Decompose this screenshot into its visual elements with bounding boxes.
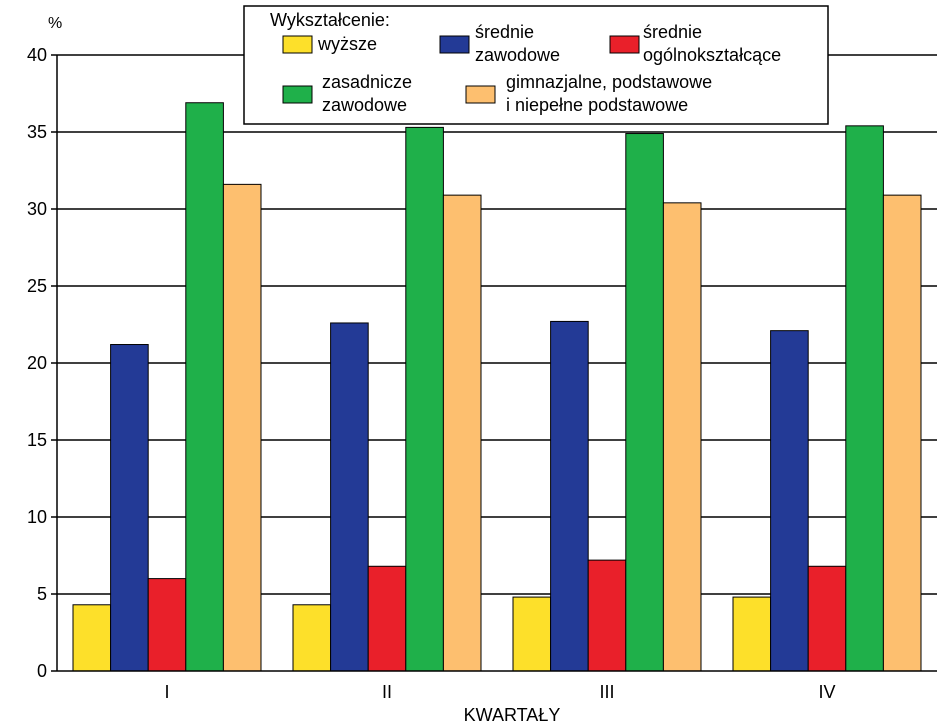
legend-label-line: średnie: [475, 22, 534, 42]
legend-label-line: zasadnicze: [322, 72, 412, 92]
legend-label: średnie zawodowe: [475, 22, 560, 65]
y-tick-label: 10: [27, 507, 47, 527]
x-tick-label: IV: [818, 682, 835, 702]
bar: [147, 578, 187, 672]
bar: [222, 183, 262, 672]
bar: [292, 604, 332, 672]
legend-label: wyższe: [317, 34, 377, 54]
legend-label: gimnazjalne, podstawowe i niepełne podsta…: [506, 72, 712, 115]
x-tick-label: II: [382, 682, 392, 702]
bar: [367, 565, 407, 672]
bar: [185, 102, 224, 672]
y-tick-label: 5: [37, 584, 47, 604]
bar: [405, 126, 444, 672]
bar: [587, 559, 627, 672]
y-tick-label: 35: [27, 122, 47, 142]
bar: [512, 596, 552, 672]
y-tick-label: 20: [27, 353, 47, 373]
bars: [72, 102, 922, 672]
legend-label-line: zawodowe: [322, 95, 407, 115]
y-tick-label: 25: [27, 276, 47, 296]
y-tick-labels: 0 5 10 15 20 25 30 35 40: [27, 45, 47, 681]
bar: [72, 604, 112, 672]
bar: [807, 565, 847, 672]
bar: [882, 194, 922, 672]
legend-swatch: [609, 35, 640, 54]
y-tick-label: 0: [37, 661, 47, 681]
legend-label: średnie ogólnokształcące: [643, 22, 781, 65]
x-tick-labels: I II III IV: [164, 682, 835, 702]
legend-swatch: [465, 85, 496, 104]
bar: [550, 320, 589, 672]
bar: [110, 344, 149, 672]
legend-label-line: zawodowe: [475, 45, 560, 65]
legend-box: [243, 5, 829, 125]
y-unit-label: %: [48, 15, 62, 32]
y-tick-label: 15: [27, 430, 47, 450]
bar: [845, 125, 884, 672]
x-tick-label: III: [599, 682, 614, 702]
y-tick-label: 40: [27, 45, 47, 65]
bar: [330, 322, 369, 672]
y-tick-label: 30: [27, 199, 47, 219]
legend-label-line: gimnazjalne, podstawowe: [506, 72, 712, 92]
legend-label-line: średnie: [643, 22, 702, 42]
bar: [442, 194, 482, 672]
bar: [770, 330, 809, 672]
bar: [732, 596, 772, 672]
bar: [625, 133, 664, 672]
legend-swatch: [282, 35, 313, 54]
legend-title: Wykształcenie:: [270, 10, 390, 30]
legend-swatch: [282, 85, 313, 104]
axes: [56, 55, 937, 672]
legend-swatch: [439, 35, 470, 54]
x-tick-label: I: [164, 682, 169, 702]
legend-label-line: i niepełne podstawowe: [506, 95, 688, 115]
legend-items: wyższe średnie zawodowe średnie ogólnokształ…: [282, 22, 781, 115]
x-axis-title: KWARTAŁY: [464, 705, 561, 725]
bar: [662, 202, 702, 672]
legend-label: zasadnicze zawodowe: [322, 72, 412, 115]
legend-label-line: wyższe: [317, 34, 377, 54]
legend-label-line: ogólnokształcące: [643, 45, 781, 65]
